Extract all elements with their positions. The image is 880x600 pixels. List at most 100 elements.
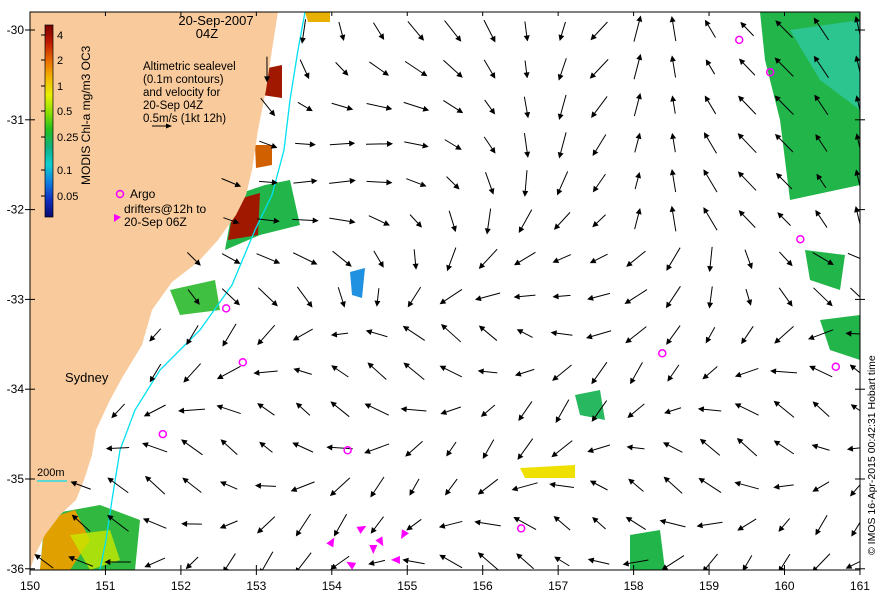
legend-line-4: 20-Sep 04Z <box>143 100 203 112</box>
velocity-arrow <box>518 209 533 234</box>
lon-tick-label: 159 <box>699 579 719 593</box>
velocity-arrow <box>182 477 202 493</box>
velocity-arrow <box>849 364 860 374</box>
velocity-arrow <box>854 55 860 75</box>
chl-patch <box>820 315 860 360</box>
drifter-marker <box>390 555 400 564</box>
velocity-arrow <box>625 326 647 344</box>
colorbar <box>44 24 54 218</box>
lat-tick-label: -31 <box>7 113 25 127</box>
velocity-arrow <box>404 60 428 77</box>
velocity-arrow <box>587 292 611 301</box>
velocity-arrow <box>329 140 356 147</box>
legend-line-2: (0.1m contours) <box>143 74 224 86</box>
isobath-legend-label: 200m <box>37 467 65 479</box>
velocity-arrow <box>591 361 608 385</box>
velocity-arrow <box>770 368 797 375</box>
drifter-marker <box>346 561 357 570</box>
colorbar-label: MODIS Chl-a mg/m3 OC3 <box>79 45 93 185</box>
axes: 150 151 152 153 154 155 156 157 158 159 160 161 -30 -… <box>7 12 870 593</box>
velocity-arrow <box>778 553 791 570</box>
argo-float-marker <box>658 349 667 358</box>
velocity-arrow <box>552 364 572 381</box>
velocity-arrow <box>737 133 757 154</box>
velocity-arrow <box>290 481 315 492</box>
velocity-arrow <box>222 323 237 347</box>
velocity-arrow <box>446 176 460 190</box>
scale-arrow <box>152 123 172 129</box>
velocity-arrow <box>365 140 393 147</box>
velocity-arrow <box>669 55 677 78</box>
velocity-arrow <box>703 132 717 154</box>
velocity-arrow <box>330 401 350 418</box>
velocity-arrow <box>628 478 644 492</box>
argo-float-marker <box>734 35 744 45</box>
velocity-arrow <box>335 62 349 76</box>
velocity-arrow <box>144 557 166 568</box>
velocity-arrow <box>742 555 753 570</box>
velocity-arrow <box>333 513 348 537</box>
drifter-marker <box>400 529 409 540</box>
velocity-arrow <box>778 287 793 307</box>
velocity-arrow <box>143 404 166 417</box>
velocity-arrow <box>557 132 567 159</box>
velocity-arrow <box>149 363 162 383</box>
velocity-arrow <box>813 287 833 307</box>
legend-line-3: and velocity for <box>143 87 221 99</box>
velocity-arrow <box>485 172 495 195</box>
velocity-arrow <box>70 480 91 490</box>
velocity-arrow <box>338 21 346 41</box>
velocity-arrow <box>705 59 716 75</box>
velocity-arrow <box>292 442 314 453</box>
velocity-arrow <box>257 217 280 224</box>
velocity-arrow <box>402 325 425 341</box>
lat-tick-label: -30 <box>7 23 25 37</box>
velocity-arrow <box>483 136 496 154</box>
lat-tick-label: -34 <box>7 382 25 396</box>
velocity-arrow <box>813 55 829 79</box>
velocity-arrow <box>523 96 531 119</box>
velocity-arrow <box>513 251 536 266</box>
velocity-arrow <box>669 15 677 42</box>
velocity-arrow <box>704 95 717 115</box>
lon-tick-label: 150 <box>20 579 40 593</box>
colorbar-tick-label: 0.5 <box>57 106 72 118</box>
velocity-arrow <box>326 444 353 451</box>
velocity-arrow <box>698 477 722 493</box>
lon-tick-label: 160 <box>774 579 794 593</box>
velocity-arrow <box>812 252 834 265</box>
drifter-legend-line-2: 20-Sep 06Z <box>124 215 187 229</box>
velocity-arrow <box>295 402 311 416</box>
velocity-arrow <box>854 95 860 113</box>
city-label-sydney: Sydney <box>65 370 109 385</box>
velocity-arrow <box>297 101 313 112</box>
velocity-arrow <box>364 403 390 416</box>
velocity-arrow <box>811 443 830 451</box>
velocity-arrow <box>626 444 645 451</box>
drifter-marker <box>356 525 367 534</box>
velocity-arrow <box>483 19 496 43</box>
velocity-arrow <box>779 251 793 267</box>
velocity-arrow <box>221 178 242 188</box>
velocity-arrow <box>406 518 422 531</box>
velocity-arrow <box>813 17 830 41</box>
velocity-arrow <box>400 406 427 413</box>
drifter-legend-line-1: drifters@12h to <box>124 202 207 216</box>
colorbar-tick-label: 1 <box>57 81 63 93</box>
velocity-arrow <box>774 57 794 77</box>
velocity-arrow <box>367 362 387 380</box>
credit-text: © IMOS 16-Apr-2015 00:42:31 Hobart time <box>866 355 878 555</box>
velocity-arrow <box>407 286 422 308</box>
velocity-arrow <box>734 480 759 490</box>
velocity-arrow <box>365 329 388 338</box>
velocity-arrow <box>34 554 54 569</box>
velocity-arrow <box>373 250 384 268</box>
velocity-arrow <box>633 15 643 42</box>
velocity-arrow <box>514 368 535 377</box>
velocity-arrow <box>370 516 384 534</box>
velocity-arrow <box>107 477 129 494</box>
velocity-arrow <box>259 441 273 453</box>
velocity-arrow <box>696 521 723 529</box>
colorbar-tick-label: 0.1 <box>57 165 72 177</box>
velocity-arrow <box>666 325 681 345</box>
